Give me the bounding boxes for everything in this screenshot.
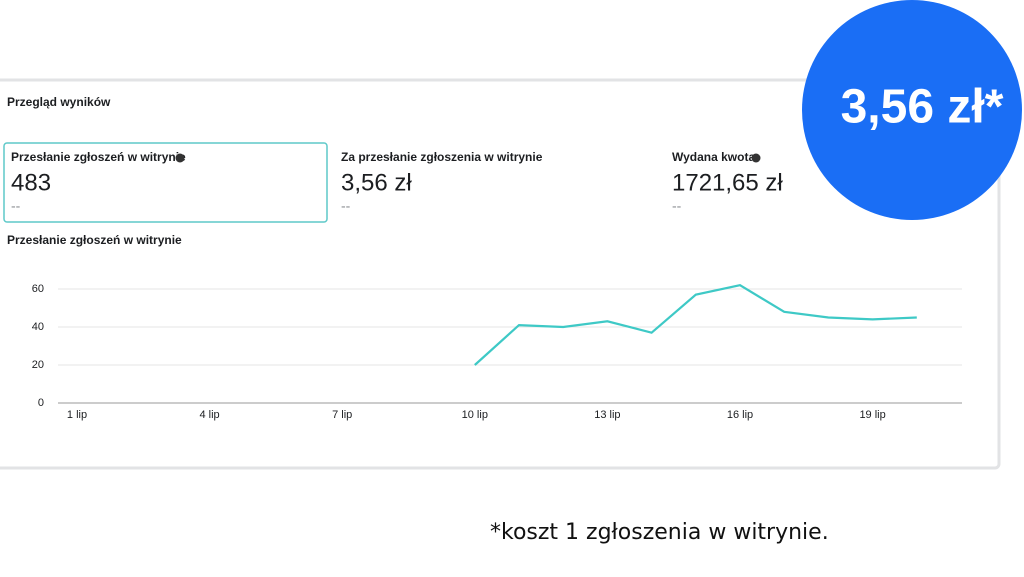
- plot: 0 20 40 60 1 lip 4 lip 7 lip 10 lip 13 lip 16 lip…: [32, 283, 962, 421]
- metric-card[interactable]: [3, 142, 328, 223]
- y-tick-label: 20: [32, 359, 44, 371]
- x-tick-label: 1 lip: [67, 409, 87, 421]
- chart-title: Przesłanie zgłoszeń w witrynie: [7, 233, 182, 247]
- x-tick-label: 10 lip: [462, 409, 488, 421]
- data-line: [474, 284, 917, 366]
- y-tick-label: 0: [38, 397, 44, 409]
- metric-comparison: --: [672, 198, 682, 214]
- panel-title: Przegląd wyników: [7, 95, 111, 109]
- info-icon[interactable]: [175, 153, 185, 163]
- x-tick-label: 13 lip: [594, 409, 620, 421]
- x-tick-label: 7 lip: [332, 409, 352, 421]
- metric-value: 483: [11, 169, 51, 196]
- badge: [802, 0, 1022, 220]
- metric-value: 1721,65 zł: [672, 169, 783, 196]
- info-icon[interactable]: [751, 153, 761, 163]
- x-tick-label: 19 lip: [859, 409, 885, 421]
- badge-text: 3,56 zł*: [841, 81, 1004, 134]
- metric-label: Za przesłanie zgłoszenia w witrynie: [341, 150, 543, 164]
- metric-label: Wydana kwota: [672, 150, 755, 164]
- metric-comparison: --: [341, 198, 351, 214]
- metric-comparison: --: [11, 198, 21, 214]
- metric-label: Przesłanie zgłoszeń w witrynie: [11, 150, 186, 164]
- x-tick-label: 16 lip: [727, 409, 753, 421]
- x-tick-label: 4 lip: [200, 409, 220, 421]
- y-tick-label: 60: [32, 283, 44, 295]
- footnote: *koszt 1 zgłoszenia w witrynie.: [490, 520, 829, 545]
- y-tick-label: 40: [32, 321, 44, 333]
- metric-value: 3,56 zł: [341, 169, 412, 196]
